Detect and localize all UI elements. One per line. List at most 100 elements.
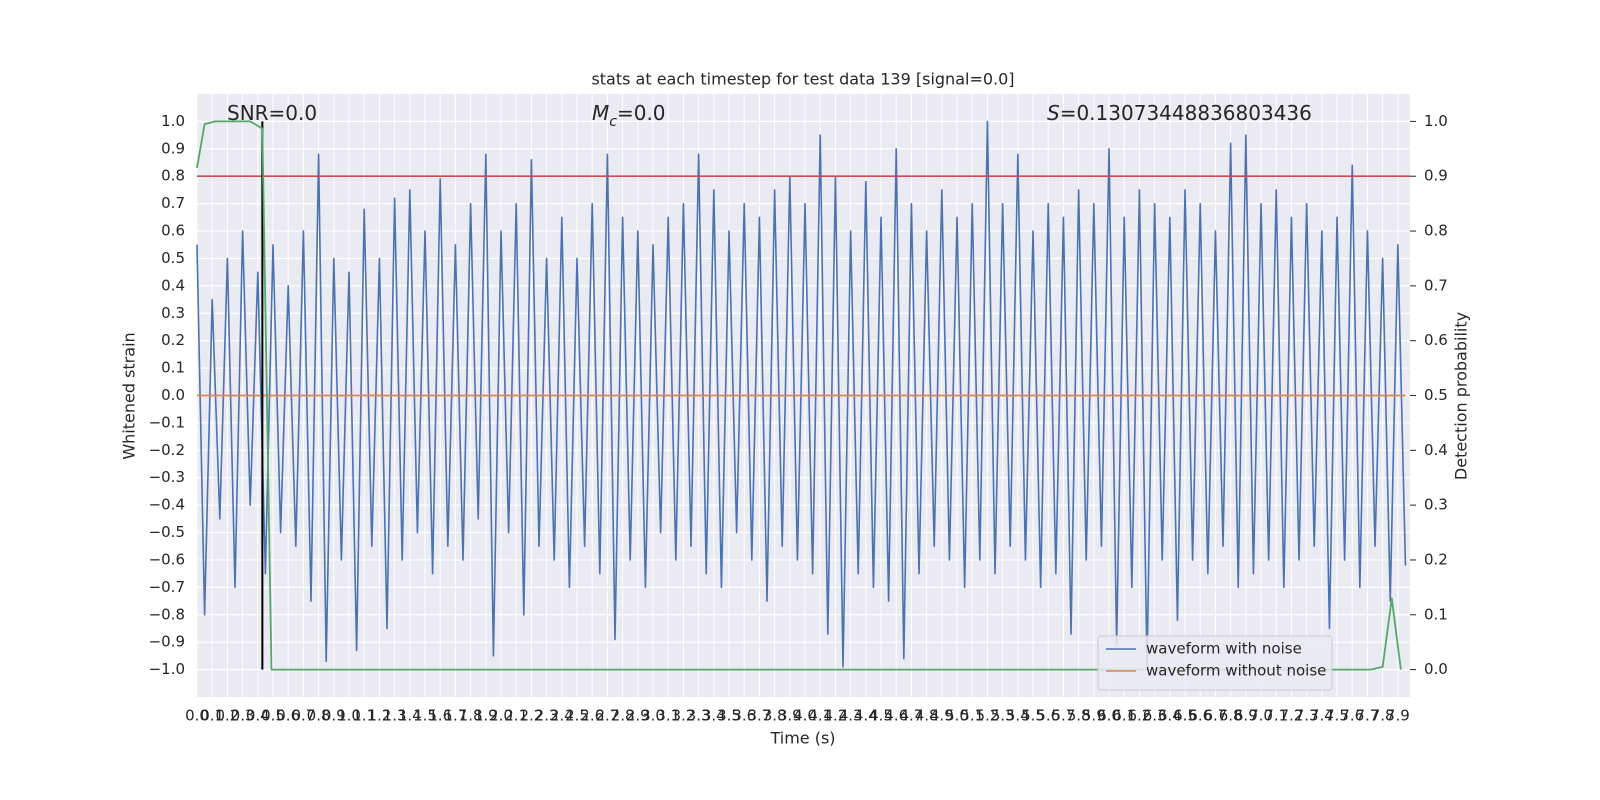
- x-tick-label: 4.1: [808, 707, 832, 725]
- x-tick-label: 0.7: [291, 707, 315, 725]
- x-tick-label: 2.8: [611, 707, 635, 725]
- x-tick-label: 2.4: [550, 707, 574, 725]
- y-tick-label: −0.3: [149, 468, 185, 486]
- x-tick-label: 7.1: [1264, 707, 1288, 725]
- x-tick-label: 0.1: [200, 707, 224, 725]
- y-tick-label: 0.4: [161, 276, 185, 294]
- y-tick-label: −0.5: [149, 523, 185, 541]
- y-tick-label: 0.5: [161, 249, 185, 267]
- y2-tick-label: 0.8: [1424, 222, 1448, 240]
- x-tick-label: 4.6: [884, 707, 908, 725]
- y-tick-label: 0.9: [161, 139, 185, 157]
- x-tick-label: 7.2: [1280, 707, 1304, 725]
- x-tick-label: 0.2: [215, 707, 239, 725]
- x-tick-label: 6.3: [1143, 707, 1167, 725]
- x-tick-label: 6.0: [1097, 707, 1121, 725]
- y2-tick-label: 0.7: [1424, 276, 1448, 294]
- y-tick-label: −0.2: [149, 441, 185, 459]
- x-tick-label: 0.6: [276, 707, 300, 725]
- annotation-symbol: M: [592, 101, 609, 125]
- annotation-subscript: c: [609, 114, 617, 130]
- x-tick-label: 4.3: [839, 707, 863, 725]
- x-axis-label: Time (s): [769, 729, 835, 748]
- y2-tick-label: 0.0: [1424, 660, 1448, 678]
- x-tick-label: 0.5: [261, 707, 285, 725]
- x-tick-label: 4.4: [854, 707, 878, 725]
- x-tick-label: 5.1: [960, 707, 984, 725]
- annotation-text: SNR=0.0: [227, 101, 317, 125]
- annotation-text: =0.13073448836803436: [1060, 101, 1312, 125]
- x-tick-label: 1.9: [474, 707, 498, 725]
- x-tick-label: 1.8: [459, 707, 483, 725]
- x-tick-label: 3.5: [717, 707, 741, 725]
- annotation-symbol: S: [1047, 101, 1060, 125]
- legend-label: waveform without noise: [1146, 662, 1326, 680]
- x-tick-label: 6.7: [1204, 707, 1228, 725]
- y2-tick-label: 0.2: [1424, 550, 1448, 568]
- x-tick-label: 4.0: [793, 707, 817, 725]
- x-tick-label: 2.9: [626, 707, 650, 725]
- annotation: SNR=0.0: [227, 101, 317, 125]
- x-tick-label: 5.0: [945, 707, 969, 725]
- x-tick-label: 0.0: [185, 707, 209, 725]
- x-tick-label: 6.1: [1112, 707, 1136, 725]
- x-tick-label: 7.3: [1295, 707, 1319, 725]
- annotation-text: =0.0: [617, 101, 666, 125]
- x-tick-label: 0.8: [307, 707, 331, 725]
- y-tick-label: 1.0: [161, 112, 185, 130]
- x-tick-label: 4.8: [915, 707, 939, 725]
- y-tick-label: −0.6: [149, 550, 185, 568]
- x-tick-label: 5.9: [1082, 707, 1106, 725]
- x-tick-label: 5.5: [1021, 707, 1045, 725]
- legend-box: [1097, 635, 1333, 691]
- annotation: S=0.13073448836803436: [1047, 101, 1312, 125]
- y-tick-label: −0.4: [149, 496, 185, 514]
- x-tick-label: 5.2: [975, 707, 999, 725]
- x-tick-label: 3.0: [641, 707, 665, 725]
- x-tick-label: 6.4: [1158, 707, 1182, 725]
- x-tick-label: 7.0: [1249, 707, 1273, 725]
- x-tick-label: 3.8: [763, 707, 787, 725]
- x-tick-label: 2.2: [519, 707, 543, 725]
- y2-tick-label: 0.6: [1424, 331, 1448, 349]
- y-tick-label: 0.0: [161, 386, 185, 404]
- series-line: [196, 120, 1407, 668]
- x-tick-label: 6.2: [1128, 707, 1152, 725]
- x-tick-label: 6.9: [1234, 707, 1258, 725]
- x-tick-label: 3.4: [702, 707, 726, 725]
- y-tick-label: −0.9: [149, 633, 185, 651]
- x-tick-label: 4.9: [930, 707, 954, 725]
- x-tick-label: 7.8: [1371, 707, 1395, 725]
- x-tick-label: 2.5: [565, 707, 589, 725]
- y-tick-label: −0.1: [149, 413, 185, 431]
- x-tick-label: 1.3: [383, 707, 407, 725]
- x-tick-label: 7.5: [1325, 707, 1349, 725]
- x-tick-label: 0.3: [231, 707, 255, 725]
- x-tick-label: 1.7: [443, 707, 467, 725]
- x-tick-label: 7.6: [1340, 707, 1364, 725]
- y2-tick-label: 1.0: [1424, 112, 1448, 130]
- x-tick-label: 6.5: [1173, 707, 1197, 725]
- x-tick-label: 7.4: [1310, 707, 1334, 725]
- y-tick-label: −0.7: [149, 578, 185, 596]
- y-tick-label: 0.2: [161, 331, 185, 349]
- x-tick-label: 6.8: [1219, 707, 1243, 725]
- x-tick-label: 5.3: [991, 707, 1015, 725]
- x-tick-label: 5.4: [1006, 707, 1030, 725]
- x-tick-label: 1.0: [337, 707, 361, 725]
- x-tick-label: 3.9: [778, 707, 802, 725]
- y-tick-label: 0.3: [161, 304, 185, 322]
- x-tick-label: 5.6: [1036, 707, 1060, 725]
- x-tick-label: 0.4: [246, 707, 270, 725]
- x-tick-label: 1.2: [367, 707, 391, 725]
- y2-tick-label: 0.4: [1424, 441, 1448, 459]
- x-tick-label: 1.5: [413, 707, 437, 725]
- x-tick-label: 1.1: [352, 707, 376, 725]
- y2-tick-label: 0.9: [1424, 167, 1448, 185]
- x-tick-label: 0.9: [322, 707, 346, 725]
- x-tick-label: 2.1: [504, 707, 528, 725]
- x-tick-label: 3.7: [747, 707, 771, 725]
- y-tick-label: 0.8: [161, 167, 185, 185]
- y-tick-label: 0.1: [161, 359, 185, 377]
